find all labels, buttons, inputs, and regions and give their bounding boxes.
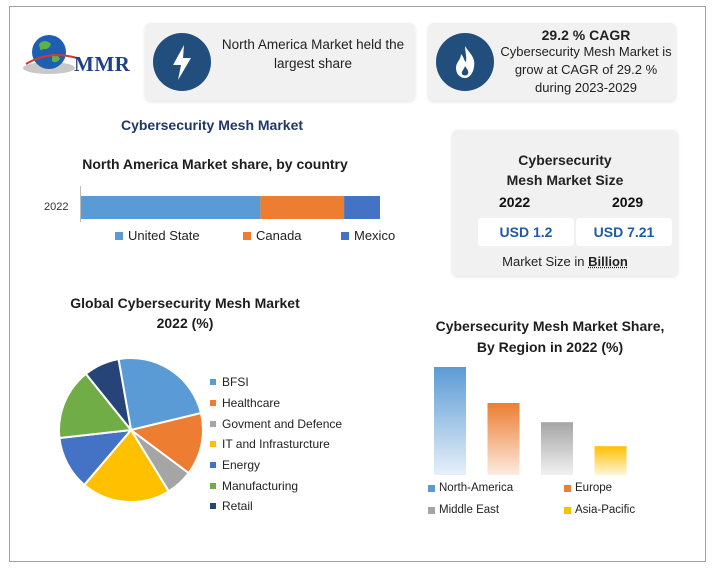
region-bar-chart-svg	[434, 367, 627, 475]
region-bar-europe	[487, 403, 520, 475]
legend-item-united-state: United State	[115, 228, 200, 243]
legend-label: Middle East	[439, 504, 500, 516]
legend-label: Europe	[575, 482, 613, 494]
market-size-unit: Billion	[588, 254, 628, 269]
legend-swatch	[115, 231, 123, 240]
brand-logo: MMR	[22, 30, 147, 90]
pie-slice-manufacturing	[58, 372, 133, 440]
y-tick-label: 2022	[44, 201, 69, 213]
pie-legend-item: BFSI	[210, 372, 342, 393]
logo-text: MMR	[74, 52, 131, 76]
market-size-value-2022: USD 1.2	[478, 218, 574, 246]
legend-label: Asia-Pacific	[575, 504, 636, 516]
stacked-bar-svg	[81, 196, 380, 219]
market-size-year-2022: 2022	[499, 194, 531, 210]
pie-legend-item: Healthcare	[210, 393, 342, 414]
globe-logo-icon	[23, 35, 78, 74]
legend-label: Govment and Defence	[222, 416, 343, 431]
legend-swatch	[428, 506, 435, 514]
legend-swatch	[210, 462, 216, 469]
legend-label: Canada	[256, 228, 302, 243]
pie-legend-item: Retail	[210, 496, 342, 517]
legend-swatch	[564, 506, 571, 514]
legend-label: BFSI	[222, 375, 249, 390]
pie-legend-item: Manufacturing	[210, 475, 342, 496]
legend-swatch	[210, 379, 216, 386]
region-legend-item: Europe	[564, 482, 612, 494]
legend-swatch	[210, 441, 216, 448]
region-highlight-text: North America Market held the largest sh…	[221, 37, 405, 71]
legend-label: Mexico	[354, 228, 396, 243]
cagr-title: 29.2 % CAGR	[541, 27, 631, 43]
pie-slice-healthcare	[128, 411, 204, 475]
region-legend-item: Asia-Pacific	[564, 504, 635, 516]
legend-swatch	[210, 482, 216, 489]
legend-label: United State	[128, 228, 200, 243]
legend-swatch	[341, 231, 349, 240]
cagr-highlight-card: 29.2 % CAGR Cybersecurity Mesh Market is…	[428, 23, 676, 101]
region-legend-item: North-America	[428, 482, 513, 494]
legend-label: Energy	[222, 458, 261, 473]
legend-swatch	[428, 484, 435, 492]
pie-legend-item: IT and Infrasturcture	[210, 434, 342, 455]
lightning-icon	[153, 33, 211, 91]
legend-item-canada: Canada	[243, 228, 302, 243]
pie-legend-item: Energy	[210, 455, 342, 476]
pie-slice-retail	[84, 357, 132, 431]
region-chart-title: Cybersecurity Mesh Market Share, By Regi…	[435, 318, 665, 355]
stacked-bar-chart	[80, 186, 380, 222]
pie-chart-title: Global Cybersecurity Mesh Market 2022 (%…	[70, 295, 300, 331]
legend-swatch	[210, 400, 216, 407]
cagr-text: Cybersecurity Mesh Market is grow at CAG…	[500, 44, 672, 95]
legend-label: North-America	[439, 482, 514, 494]
pie-legend-item: Govment and Defence	[210, 413, 342, 434]
pie-chart-legend: BFSI Healthcare Govment and Defence IT and …	[210, 372, 342, 517]
page-title: Cybersecurity Mesh Market	[120, 117, 304, 133]
market-size-value-2029: USD 7.21	[576, 218, 672, 246]
pie-slice-it-and-infrasturcture	[82, 428, 171, 503]
market-size-note-prefix: Market Size in	[502, 254, 589, 269]
pie-chart-svg	[58, 357, 204, 503]
legend-swatch	[564, 484, 571, 492]
market-size-note: Market Size in Billion	[452, 254, 678, 269]
legend-label: Healthcare	[222, 396, 281, 411]
region-bar-asia-pacific	[594, 446, 627, 475]
legend-label: Manufacturing	[222, 478, 299, 493]
stacked-bar-segment-canada	[260, 196, 345, 219]
legend-swatch	[210, 420, 216, 427]
market-size-card: Cybersecurity Mesh Market Size 2022 2029…	[452, 130, 678, 276]
region-legend-item: Middle East	[428, 504, 499, 516]
legend-label: IT and Infrasturcture	[222, 437, 330, 452]
market-size-title: Cybersecurity Mesh Market Size	[506, 152, 624, 188]
stacked-bar-segment-mexico	[344, 196, 380, 219]
north-america-chart-title: North America Market share, by country	[82, 156, 348, 172]
legend-swatch	[210, 503, 216, 510]
stacked-bar-segment-united-state	[81, 196, 261, 219]
region-bar-middle-east	[541, 422, 573, 475]
pie-slice-bfsi	[117, 357, 203, 432]
region-bar-north-america	[434, 367, 466, 475]
legend-label: Retail	[222, 499, 253, 514]
market-size-year-2029: 2029	[612, 194, 644, 210]
legend-swatch	[243, 231, 251, 240]
legend-item-mexico: Mexico	[341, 228, 395, 243]
region-highlight-card: North America Market held the largest sh…	[145, 23, 415, 101]
flame-icon	[436, 33, 494, 91]
